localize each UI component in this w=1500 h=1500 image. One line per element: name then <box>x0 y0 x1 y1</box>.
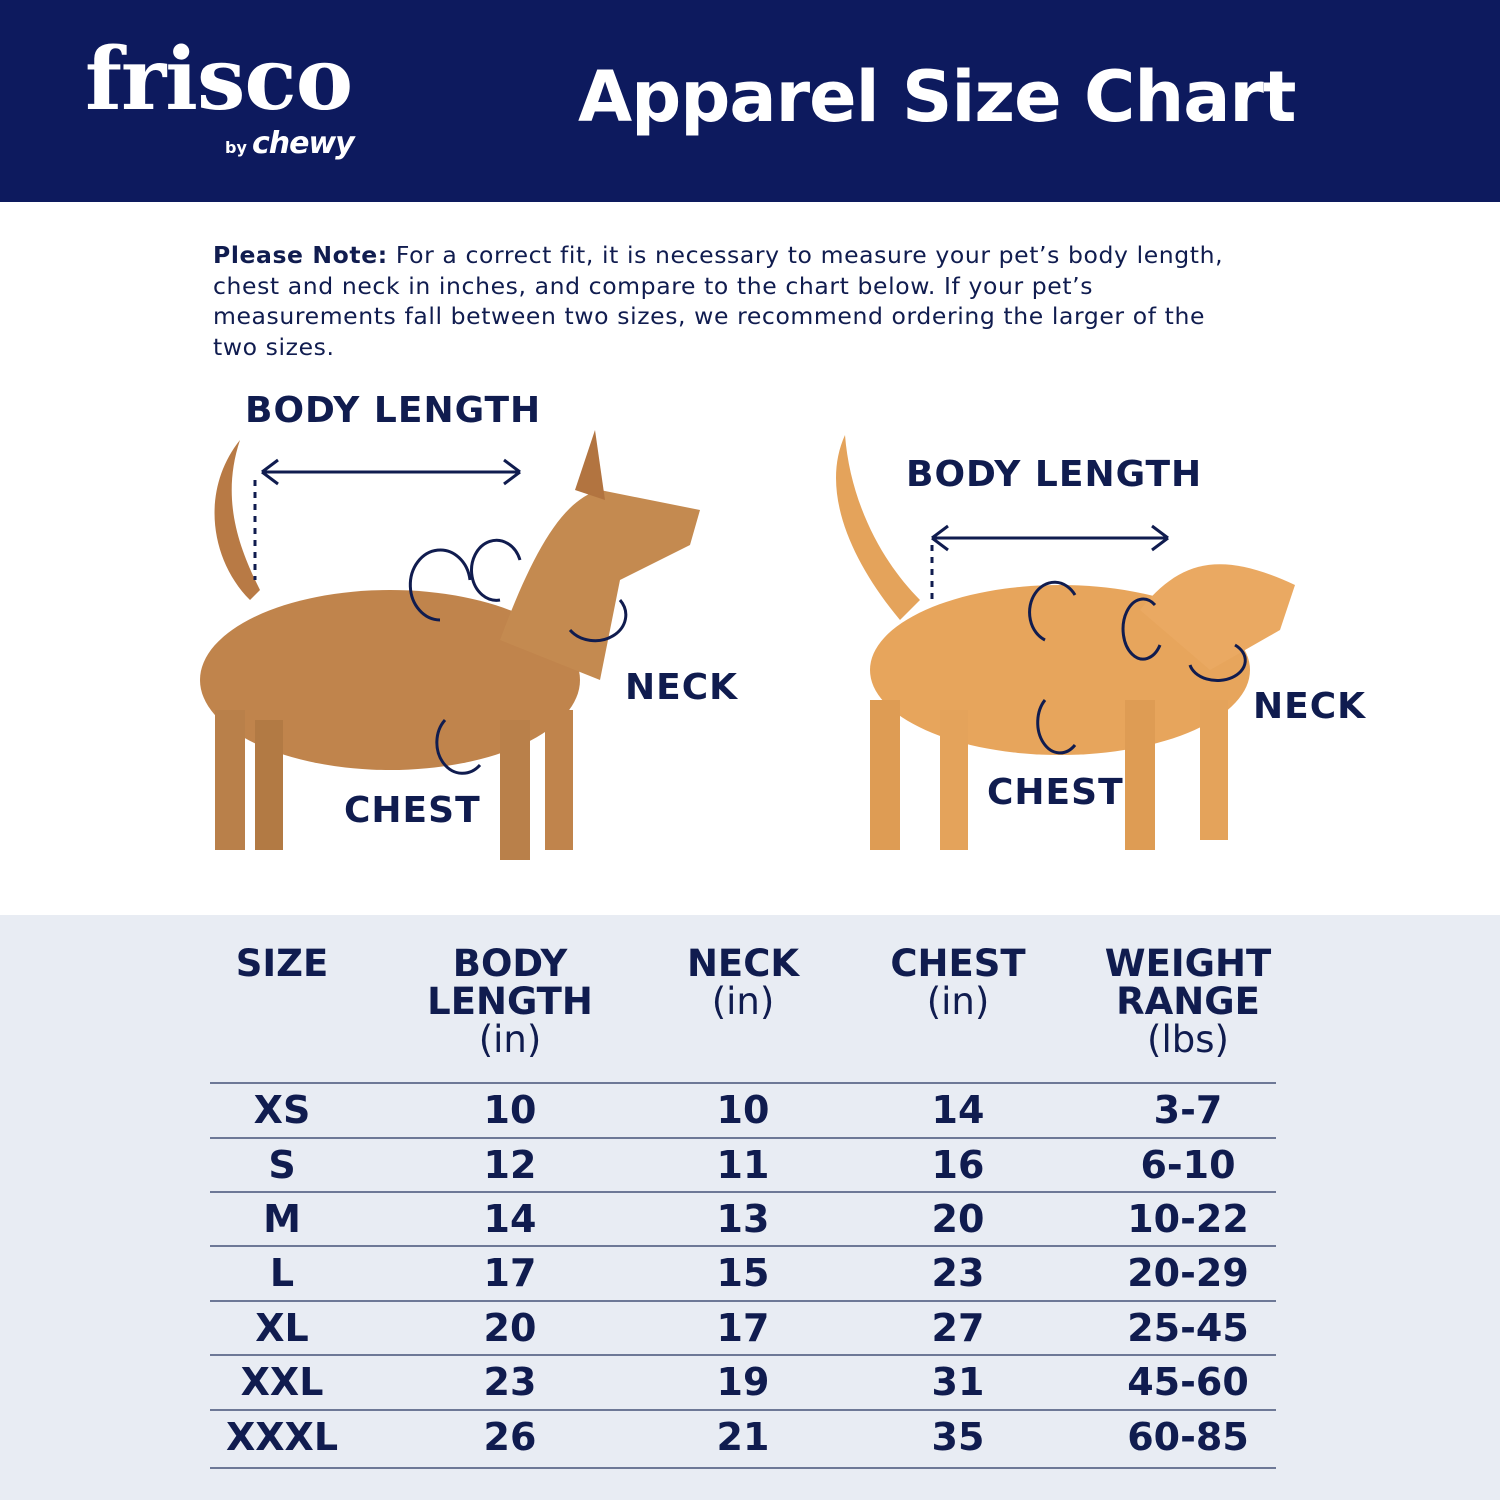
table-cell: S <box>268 1143 296 1187</box>
table-cell: 26 <box>483 1415 537 1459</box>
table-cell: 20 <box>483 1306 537 1350</box>
table-cell: 35 <box>931 1415 985 1459</box>
table-cell: XL <box>255 1306 309 1350</box>
table-cell: 14 <box>931 1088 985 1132</box>
table-cell: XXL <box>240 1360 324 1404</box>
table-cell: 25-45 <box>1127 1306 1249 1350</box>
table-cell: XXXL <box>225 1415 339 1459</box>
table-cell: XS <box>253 1088 311 1132</box>
table-cell: 20 <box>931 1197 985 1241</box>
table-cell: 16 <box>931 1143 985 1187</box>
table-cell: 20-29 <box>1127 1251 1249 1295</box>
table-cell: 17 <box>716 1306 770 1350</box>
cat-image <box>836 435 1295 850</box>
row-divider <box>210 1467 1276 1469</box>
header-name: BODY LENGTH <box>427 942 593 1023</box>
header-unit: (in) <box>711 980 775 1023</box>
header-banner: frisco by chewy Apparel Size Chart <box>0 0 1500 202</box>
row-divider <box>210 1300 1276 1302</box>
table-cell: 45-60 <box>1127 1360 1249 1404</box>
table-cell: 19 <box>716 1360 770 1404</box>
row-divider <box>210 1191 1276 1193</box>
dog-body-length-label: BODY LENGTH <box>245 390 542 431</box>
table-cell: 13 <box>716 1197 770 1241</box>
header-name: NECK <box>686 942 800 985</box>
header-name: CHEST <box>890 942 1026 985</box>
size-table <box>0 915 1500 1500</box>
table-cell: 60-85 <box>1127 1415 1249 1459</box>
table-cell: M <box>263 1197 301 1241</box>
cat-neck-label: NECK <box>1253 686 1367 727</box>
column-header: BODY LENGTH (in) <box>427 945 593 1059</box>
header-unit: (in) <box>478 1018 542 1061</box>
row-divider <box>210 1354 1276 1356</box>
cat-chest-label: CHEST <box>987 772 1124 813</box>
dog-chest-label: CHEST <box>344 790 481 831</box>
table-cell: 23 <box>931 1251 985 1295</box>
frisco-logo: frisco by chewy <box>85 29 355 162</box>
table-cell: 10-22 <box>1127 1197 1249 1241</box>
dog-image <box>200 430 700 860</box>
cat-body-length-label: BODY LENGTH <box>906 454 1203 495</box>
table-cell: 14 <box>483 1197 537 1241</box>
header-unit: (in) <box>926 980 990 1023</box>
fit-note: Please Note: For a correct fit, it is ne… <box>213 241 1224 361</box>
header-name: WEIGHT RANGE <box>1104 942 1272 1023</box>
row-divider <box>210 1082 1276 1084</box>
table-cell: 23 <box>483 1360 537 1404</box>
measure-arrows <box>253 458 1247 775</box>
table-cell: 6-10 <box>1140 1143 1236 1187</box>
row-divider <box>210 1245 1276 1247</box>
column-header: CHEST (in) <box>890 945 1025 1021</box>
table-cell: 11 <box>716 1143 770 1187</box>
header-name: SIZE <box>235 942 329 985</box>
table-cell: 27 <box>931 1306 985 1350</box>
table-cell: 31 <box>931 1360 985 1404</box>
row-divider <box>210 1137 1276 1139</box>
table-cell: 17 <box>483 1251 537 1295</box>
column-header: NECK (in) <box>687 945 799 1021</box>
table-cell: 3-7 <box>1153 1088 1223 1132</box>
table-cell: 10 <box>483 1088 537 1132</box>
table-cell: 15 <box>716 1251 770 1295</box>
column-header: SIZE <box>236 945 329 983</box>
column-header: WEIGHT RANGE (lbs) <box>1105 945 1271 1059</box>
header-unit: (lbs) <box>1147 1018 1229 1061</box>
row-divider <box>210 1409 1276 1411</box>
table-cell: 12 <box>483 1143 537 1187</box>
dog-neck-label: NECK <box>625 667 739 708</box>
table-cell: 10 <box>716 1088 770 1132</box>
table-cell: 21 <box>716 1415 770 1459</box>
pet-illustrations <box>200 430 1295 860</box>
table-cell: L <box>269 1251 295 1295</box>
page-title: Apparel Size Chart <box>578 56 1296 138</box>
